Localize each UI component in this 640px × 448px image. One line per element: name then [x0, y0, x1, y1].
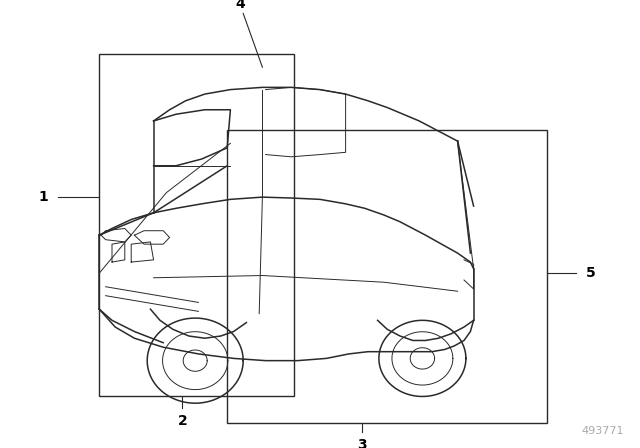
Bar — [227, 130, 547, 423]
Text: 493771: 493771 — [582, 426, 624, 436]
Text: 1: 1 — [38, 190, 48, 204]
Text: 3: 3 — [356, 438, 367, 448]
Bar — [99, 54, 294, 396]
Text: 2: 2 — [177, 414, 188, 428]
Text: 5: 5 — [586, 266, 595, 280]
Text: 4: 4 — [235, 0, 245, 11]
